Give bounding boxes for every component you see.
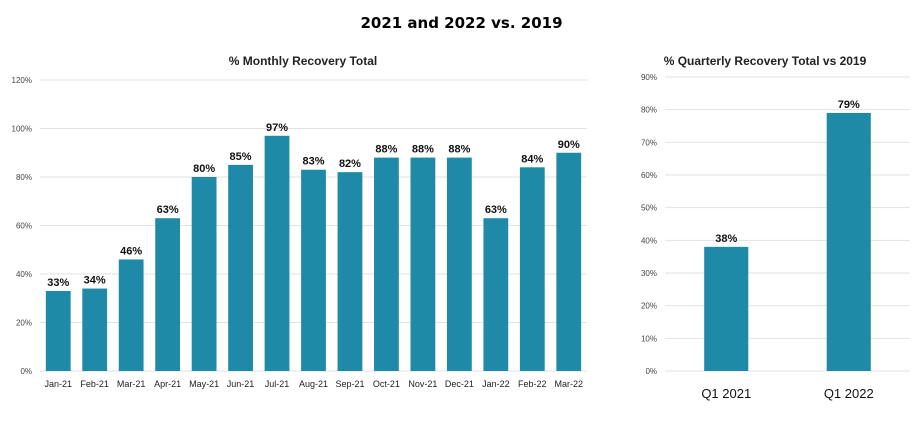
data-label: 90% bbox=[558, 139, 580, 151]
y-tick-label: 80% bbox=[641, 106, 657, 115]
data-label: 85% bbox=[230, 151, 252, 163]
y-tick-label: 50% bbox=[641, 204, 657, 213]
data-label: 34% bbox=[84, 275, 106, 287]
bar bbox=[483, 218, 509, 371]
data-label: 97% bbox=[266, 122, 288, 134]
data-label: 82% bbox=[339, 158, 361, 170]
y-tick-label: 30% bbox=[641, 269, 657, 278]
bar bbox=[82, 288, 108, 371]
page-title: 2021 and 2022 vs. 2019 bbox=[360, 14, 563, 32]
y-tick-label: 60% bbox=[641, 171, 657, 180]
x-tick-label: Dec-21 bbox=[445, 379, 474, 389]
data-label: 88% bbox=[448, 144, 470, 156]
x-tick-label: May-21 bbox=[189, 379, 219, 389]
chart-title: % Quarterly Recovery Total vs 2019 bbox=[664, 54, 867, 68]
x-tick-label: Oct-21 bbox=[373, 379, 400, 389]
bar bbox=[826, 112, 871, 371]
y-tick-label: 20% bbox=[16, 319, 32, 328]
bar bbox=[301, 169, 326, 371]
data-label: 63% bbox=[157, 204, 179, 216]
data-label: 84% bbox=[521, 153, 543, 165]
data-label: 80% bbox=[193, 163, 215, 175]
y-tick-label: 40% bbox=[16, 270, 32, 279]
x-tick-label: Aug-21 bbox=[299, 379, 328, 389]
x-tick-label: Apr-21 bbox=[154, 379, 181, 389]
bar bbox=[45, 290, 71, 371]
bar bbox=[228, 164, 253, 371]
x-tick-label: Jun-21 bbox=[227, 379, 255, 389]
data-label: 38% bbox=[715, 233, 737, 245]
x-tick-label: Sep-21 bbox=[335, 379, 364, 389]
chart-title: % Monthly Recovery Total bbox=[229, 54, 377, 68]
x-tick-label: Jul-21 bbox=[265, 379, 290, 389]
y-tick-label: 40% bbox=[641, 236, 657, 245]
y-tick-label: 60% bbox=[16, 222, 32, 231]
bar bbox=[704, 246, 749, 371]
bar bbox=[446, 157, 472, 371]
y-tick-label: 100% bbox=[12, 125, 32, 134]
x-tick-label: Mar-21 bbox=[117, 379, 146, 389]
bar bbox=[374, 157, 399, 371]
x-tick-label: Mar-22 bbox=[555, 379, 584, 389]
y-tick-label: 120% bbox=[12, 76, 32, 85]
y-tick-label: 90% bbox=[641, 73, 657, 82]
x-tick-label: Nov-21 bbox=[408, 379, 437, 389]
bar bbox=[410, 157, 436, 371]
monthly-recovery-chart: % Monthly Recovery Total 0% 20% 40% 60% 80% 10… bbox=[12, 54, 587, 389]
data-label: 63% bbox=[485, 204, 507, 216]
x-tick-label: Feb-21 bbox=[80, 379, 109, 389]
bar bbox=[155, 218, 181, 371]
y-tick-label: 0% bbox=[20, 367, 32, 376]
y-tick-label: 80% bbox=[16, 173, 32, 182]
y-tick-label: 0% bbox=[645, 367, 657, 376]
data-label: 46% bbox=[120, 245, 142, 257]
quarterly-chart-panel: % Quarterly Recovery Total vs 2019 0% 10% 2… bbox=[625, 40, 915, 430]
data-label: 88% bbox=[375, 144, 397, 156]
data-label: 33% bbox=[47, 277, 69, 289]
bar bbox=[191, 177, 217, 371]
data-label: 79% bbox=[838, 99, 860, 111]
bar bbox=[556, 152, 582, 371]
x-tick-label: Q1 2021 bbox=[701, 386, 751, 401]
bar bbox=[264, 135, 290, 371]
bar bbox=[337, 172, 363, 371]
quarterly-recovery-chart: % Quarterly Recovery Total vs 2019 0% 10% 2… bbox=[641, 54, 910, 401]
y-tick-label: 70% bbox=[641, 138, 657, 147]
data-label: 83% bbox=[302, 156, 324, 168]
x-tick-label: Q1 2022 bbox=[824, 386, 874, 401]
x-tick-label: Jan-22 bbox=[482, 379, 510, 389]
monthly-chart-panel: % Monthly Recovery Total 0% 20% 40% 60% 80% 10… bbox=[0, 40, 600, 430]
bar bbox=[519, 167, 545, 371]
x-tick-label: Feb-22 bbox=[518, 379, 547, 389]
data-label: 88% bbox=[412, 144, 434, 156]
y-tick-label: 10% bbox=[641, 334, 657, 343]
x-tick-label: Jan-21 bbox=[44, 379, 72, 389]
bar bbox=[118, 259, 144, 371]
y-tick-label: 20% bbox=[641, 302, 657, 311]
